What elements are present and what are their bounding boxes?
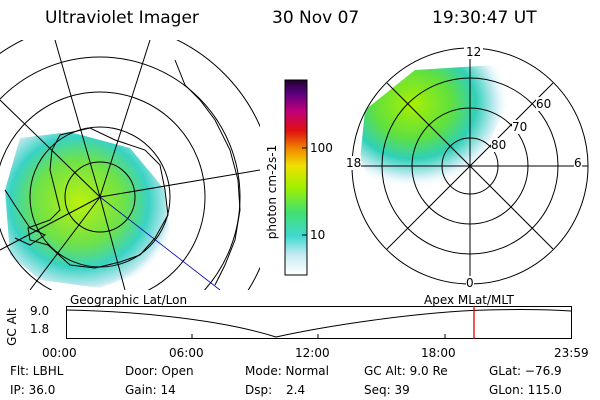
- magnetic-polar-plot: [351, 47, 589, 285]
- altitude-timeline: [66, 306, 572, 339]
- mlat-label-70: 70: [512, 120, 528, 134]
- gain-info: Gain: 14: [125, 383, 176, 397]
- mode-info: Mode: Normal: [245, 364, 329, 378]
- polar-emission-region: [360, 65, 510, 195]
- x-tick-0600: 06:00: [169, 346, 204, 360]
- mlat-label-80: 80: [491, 138, 507, 152]
- gc-alt-axis-title: GC Alt: [5, 308, 19, 346]
- observation-date: 30 Nov 07: [272, 8, 360, 28]
- mlt-label-12: 12: [464, 45, 484, 59]
- geographic-label: Geographic Lat/Lon: [70, 293, 188, 307]
- gc-alt-info: GC Alt: 9.0 Re: [364, 364, 448, 378]
- coastline-east: [174, 59, 241, 286]
- seq-info: Seq: 39: [364, 383, 410, 397]
- altitude-curve: [66, 309, 572, 338]
- colorbar: [284, 79, 308, 276]
- coastline: [27, 127, 169, 269]
- colorbar-tick-100: 100: [310, 141, 333, 155]
- x-tick-1200: 12:00: [295, 346, 330, 360]
- ip-info: IP: 36.0: [10, 383, 56, 397]
- geographic-map: [0, 40, 260, 290]
- mlt-label-0: 0: [466, 276, 474, 290]
- colorbar-label: photon cm-2s-1: [265, 144, 279, 240]
- mlt-label-18: 18: [346, 156, 362, 170]
- apex-label: Apex MLat/MLT: [424, 293, 514, 307]
- observation-time: 19:30:47 UT: [432, 8, 537, 28]
- colorbar-tick-10: 10: [310, 228, 326, 242]
- dsp-label: Dsp:: [245, 383, 273, 397]
- mlt-label-6: 6: [574, 156, 582, 170]
- colorbar-scale: [284, 79, 308, 276]
- glon-info: GLon: 115.0: [489, 383, 562, 397]
- x-tick-0000: 00:00: [42, 346, 77, 360]
- auroral-emission-region: [5, 132, 170, 288]
- dsp-value: 2.4: [286, 383, 306, 397]
- glat-info: GLat: −76.9: [489, 364, 562, 378]
- y-tick-top: 9.0: [30, 304, 50, 318]
- filter-info: Flt: LBHL: [10, 364, 64, 378]
- door-info: Door: Open: [125, 364, 194, 378]
- x-tick-2359: 23:59: [554, 346, 589, 360]
- y-tick-bottom: 1.8: [30, 322, 50, 336]
- instrument-title: Ultraviolet Imager: [45, 8, 199, 28]
- x-tick-1800: 18:00: [421, 346, 456, 360]
- mlat-label-60: 60: [536, 97, 552, 111]
- coastline-west: [4, 189, 47, 246]
